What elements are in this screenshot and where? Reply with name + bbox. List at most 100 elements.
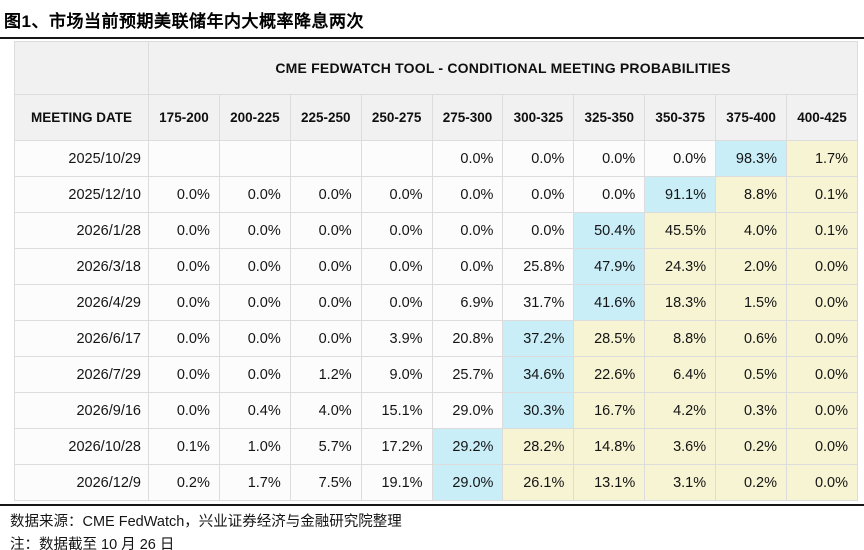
probability-cell: 98.3% [715, 140, 788, 177]
probability-cell: 0.0% [786, 248, 858, 285]
probability-cell: 41.6% [573, 284, 646, 321]
probability-cell: 50.4% [573, 212, 646, 249]
meeting-date-cell: 2026/7/29 [14, 356, 149, 393]
probability-cell: 29.0% [431, 392, 504, 429]
table-row: 2026/3/18 0.0% 0.0% 0.0% 0.0% 0.0% 25.8% 47.9% 2… [14, 248, 858, 285]
probability-cell: 0.0% [786, 320, 858, 357]
probability-cell: 0.0% [148, 284, 220, 321]
probability-cell: 0.0% [148, 176, 220, 213]
rate-column-header: 400-425 [786, 94, 858, 141]
probability-cell: 16.7% [573, 392, 646, 429]
probability-cell: 9.0% [360, 356, 433, 393]
probability-cell: 28.5% [573, 320, 646, 357]
rate-column-header: 350-375 [644, 94, 717, 141]
probability-cell: 6.9% [431, 284, 504, 321]
probability-cell: 0.0% [289, 248, 362, 285]
probability-cell: 15.1% [360, 392, 433, 429]
probability-cell [360, 140, 433, 177]
probability-cell: 22.6% [573, 356, 646, 393]
probability-cell: 0.0% [218, 176, 291, 213]
probability-cell: 4.2% [644, 392, 717, 429]
probability-cell: 4.0% [289, 392, 362, 429]
probability-cell: 25.8% [502, 248, 575, 285]
probability-cell: 0.0% [502, 212, 575, 249]
meeting-date-cell: 2026/9/16 [14, 392, 149, 429]
probability-cell: 0.0% [148, 212, 220, 249]
rate-column-header: 375-400 [715, 94, 788, 141]
meeting-date-cell: 2026/6/17 [14, 320, 149, 357]
rate-column-header: 175-200 [148, 94, 220, 141]
figure-title: 图1、市场当前预期美联储年内大概率降息两次 [4, 12, 364, 31]
table-row: 2026/10/28 0.1% 1.0% 5.7% 17.2% 29.2% 28.2% 14.… [14, 428, 858, 465]
probability-cell: 8.8% [715, 176, 788, 213]
probability-cell: 0.0% [360, 176, 433, 213]
probability-cell: 2.0% [715, 248, 788, 285]
probability-cell: 3.6% [644, 428, 717, 465]
probability-cell: 37.2% [502, 320, 575, 357]
table-bottom-divider [0, 504, 864, 506]
meeting-date-header: MEETING DATE [14, 94, 149, 141]
rate-column-header: 300-325 [502, 94, 575, 141]
probability-cell: 3.1% [644, 464, 717, 501]
probability-cell: 0.6% [715, 320, 788, 357]
probability-cell [148, 140, 220, 177]
probability-cell: 14.8% [573, 428, 646, 465]
table-row: 2025/12/10 0.0% 0.0% 0.0% 0.0% 0.0% 0.0% 0.0% 91… [14, 176, 858, 213]
probability-cell: 1.2% [289, 356, 362, 393]
table-main-header: CME FEDWATCH TOOL - CONDITIONAL MEETING … [148, 41, 858, 95]
probability-cell: 24.3% [644, 248, 717, 285]
probability-cell: 6.4% [644, 356, 717, 393]
probability-cell: 29.0% [431, 464, 504, 501]
probability-cell: 18.3% [644, 284, 717, 321]
probability-cell: 0.0% [218, 320, 291, 357]
table-row: 2025/10/29 0.0% 0.0% 0.0% 0.0% 98.3% 1.7% [14, 140, 858, 177]
probability-cell: 0.1% [786, 212, 858, 249]
table-main-header-row: CME FEDWATCH TOOL - CONDITIONAL MEETING … [14, 41, 858, 95]
meeting-date-cell: 2025/10/29 [14, 140, 149, 177]
meeting-date-cell: 2026/3/18 [14, 248, 149, 285]
meeting-date-cell: 2025/12/10 [14, 176, 149, 213]
probability-cell: 0.2% [715, 464, 788, 501]
table-row: 2026/6/17 0.0% 0.0% 0.0% 3.9% 20.8% 37.2% 28.5%… [14, 320, 858, 357]
probability-cell: 0.5% [715, 356, 788, 393]
probability-cell: 19.1% [360, 464, 433, 501]
rate-column-header: 275-300 [431, 94, 504, 141]
probability-cell: 0.1% [148, 428, 220, 465]
rate-column-header: 225-250 [289, 94, 362, 141]
probability-cell: 0.0% [573, 140, 646, 177]
probability-cell: 26.1% [502, 464, 575, 501]
probability-cell: 1.5% [715, 284, 788, 321]
probability-cell: 0.0% [148, 320, 220, 357]
probability-cell: 31.7% [502, 284, 575, 321]
probability-cell: 13.1% [573, 464, 646, 501]
probability-cell: 0.1% [786, 176, 858, 213]
probability-cell: 0.3% [715, 392, 788, 429]
probability-cell: 34.6% [502, 356, 575, 393]
probability-cell [218, 140, 291, 177]
meeting-date-cell: 2026/10/28 [14, 428, 149, 465]
table-row: 2026/9/16 0.0% 0.4% 4.0% 15.1% 29.0% 30.3% 16.7… [14, 392, 858, 429]
rate-column-header: 250-275 [360, 94, 433, 141]
probability-cell: 0.0% [502, 140, 575, 177]
probability-cell: 0.0% [148, 392, 220, 429]
probability-cell: 0.0% [218, 284, 291, 321]
probability-cell: 0.0% [431, 248, 504, 285]
probability-cell: 30.3% [502, 392, 575, 429]
probability-cell: 5.7% [289, 428, 362, 465]
table-row: 2026/4/29 0.0% 0.0% 0.0% 0.0% 6.9% 31.7% 41.6% 1… [14, 284, 858, 321]
probability-cell: 0.0% [360, 248, 433, 285]
probability-cell: 3.9% [360, 320, 433, 357]
probability-cell: 0.0% [360, 284, 433, 321]
probability-cell: 0.0% [431, 140, 504, 177]
probability-cell: 7.5% [289, 464, 362, 501]
probability-cell: 0.0% [431, 176, 504, 213]
probability-cell: 17.2% [360, 428, 433, 465]
data-cutoff-note: 注：数据截至 10 月 26 日 [10, 537, 175, 550]
title-divider [0, 37, 864, 39]
data-source-note: 数据来源：CME FedWatch，兴业证券经济与金融研究院整理 [10, 514, 402, 530]
probability-cell: 0.0% [218, 212, 291, 249]
table-row: 2026/7/29 0.0% 0.0% 1.2% 9.0% 25.7% 34.6% 22.6%… [14, 356, 858, 393]
probability-cell: 0.0% [289, 284, 362, 321]
probability-cell: 0.0% [786, 284, 858, 321]
probability-cell: 45.5% [644, 212, 717, 249]
